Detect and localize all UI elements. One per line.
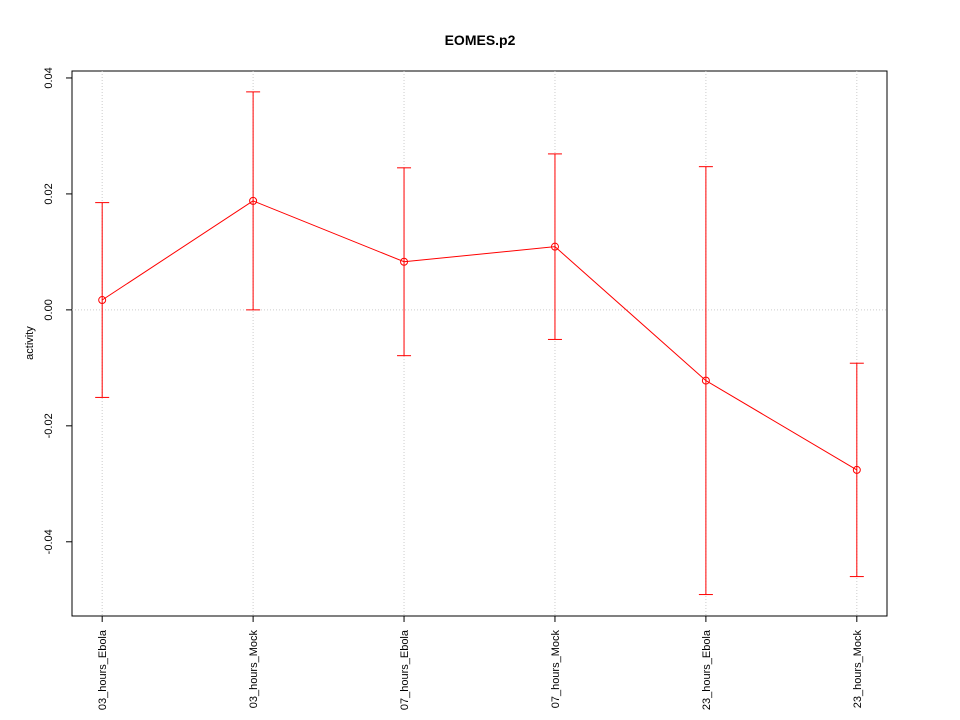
- y-axis-label: activity: [24, 326, 36, 360]
- point: [249, 196, 258, 205]
- x-tick-label: 23_hours_Ebola: [701, 629, 713, 710]
- point: [400, 257, 409, 266]
- plot-frame: [71, 70, 888, 617]
- x-tick-label: 07_hours_Mock: [550, 630, 562, 709]
- point: [701, 376, 710, 385]
- point: [550, 242, 559, 251]
- x-tick-label: 07_hours_Ebola: [399, 629, 411, 710]
- y-tick-label: 0.02: [43, 183, 55, 204]
- y-tick-label: -0.02: [43, 413, 55, 438]
- point: [852, 465, 861, 474]
- x-tick-label: 23_hours_Mock: [852, 630, 864, 709]
- y-tick-label: -0.04: [43, 529, 55, 554]
- x-tick-label: 03_hours_Mock: [248, 630, 260, 709]
- line: [101, 200, 858, 471]
- y-tick-label: 0.04: [43, 67, 55, 88]
- point: [98, 296, 107, 305]
- chart-title: EOMES.p2: [445, 32, 516, 48]
- y-tick-label: 0.00: [43, 299, 55, 320]
- x-tick-label: 03_hours_Ebola: [97, 629, 109, 710]
